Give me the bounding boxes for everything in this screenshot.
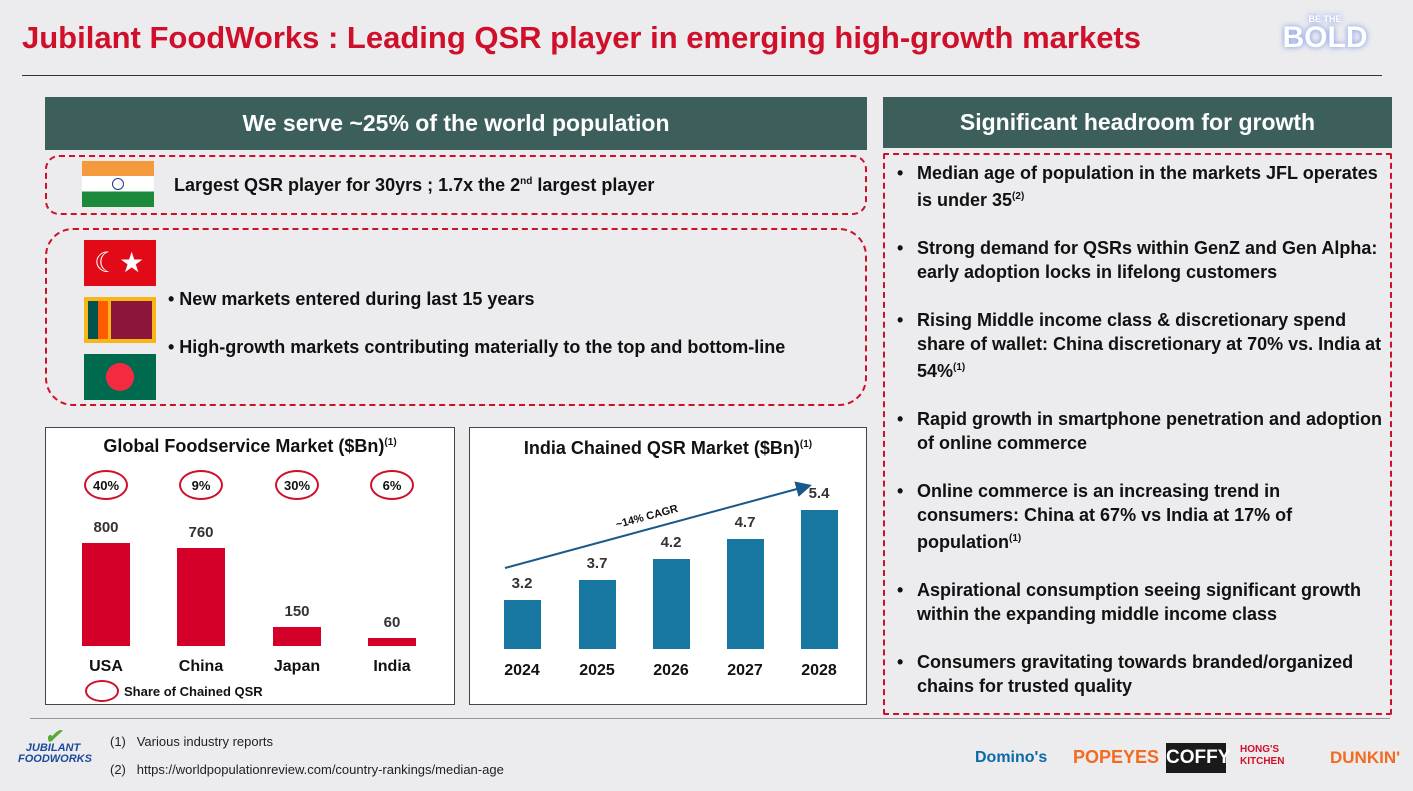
- growth-bullet: Median age of population in the markets …: [887, 161, 1387, 212]
- bar-value-label: 4.7: [734, 513, 756, 531]
- bar-value-label: 760: [188, 524, 214, 542]
- right-section-header: Significant headroom for growth: [883, 97, 1392, 148]
- category-label: USA: [89, 658, 123, 675]
- footer-divider: [30, 718, 1390, 719]
- coffy-logo: COFFY: [1166, 743, 1230, 773]
- growth-bullet: Consumers gravitating towards branded/or…: [887, 650, 1387, 698]
- growth-box: [883, 153, 1392, 715]
- share-badge: 40%: [84, 470, 128, 500]
- footnote-2: (2) https://worldpopulationreview.com/co…: [110, 762, 504, 777]
- bar-value-label: 150: [284, 602, 310, 620]
- chart-bar: [726, 538, 764, 649]
- india-box: [45, 155, 867, 215]
- share-badge: 9%: [179, 470, 223, 500]
- bar-value-label: 3.7: [586, 554, 608, 572]
- chart-bar: [177, 548, 225, 646]
- india-flag-icon: [82, 161, 154, 207]
- category-label: 2027: [727, 662, 763, 679]
- share-badge: 30%: [275, 470, 319, 500]
- category-label: India: [373, 658, 411, 675]
- hongs-kitchen-logo: HONG'S KITCHEN: [1240, 744, 1285, 767]
- bar-value-label: 60: [383, 614, 401, 632]
- chart-bar: [800, 510, 838, 649]
- category-label: Japan: [273, 658, 321, 675]
- chart-bar: [652, 559, 690, 649]
- bar-value-label: 3.2: [511, 574, 533, 592]
- bangladesh-flag-icon: [84, 354, 156, 400]
- turkey-flag-icon: ☾★: [84, 240, 156, 286]
- chart-bar: [273, 626, 321, 646]
- bar-value-label: 800: [93, 519, 119, 536]
- sri-lanka-flag-icon: [84, 297, 156, 343]
- growth-bullet: Aspirational consumption seeing signific…: [887, 578, 1387, 626]
- chart-legend: Share of Chained QSR: [124, 684, 263, 699]
- footnote-1: (1) Various industry reports: [110, 734, 274, 749]
- dunkin-logo: DUNKIN': [1330, 748, 1401, 767]
- india-qsr-chart: India Chained QSR Market ($Bn)(1) ~14% C…: [469, 427, 867, 705]
- page-title: Jubilant FoodWorks : Leading QSR player …: [22, 20, 1141, 55]
- chart-bar: [578, 579, 616, 649]
- chart-bar: [368, 638, 416, 646]
- bar-value-label: 5.4: [808, 485, 830, 502]
- dominos-logo: Domino's: [975, 749, 1048, 766]
- be-the-bold-logo: BE THE BOLD: [1282, 14, 1368, 54]
- chart-bar: [82, 543, 130, 646]
- growth-bullet: Rapid growth in smartphone penetration a…: [887, 407, 1387, 455]
- new-markets-box: [45, 228, 867, 406]
- bar-value-label: 4.2: [660, 534, 682, 552]
- left-section-header: We serve ~25% of the world population: [45, 97, 867, 150]
- title-divider: [22, 75, 1382, 76]
- chart-bar: [503, 599, 541, 649]
- category-label: 2024: [504, 662, 540, 679]
- category-label: 2026: [653, 662, 689, 679]
- growth-bullet: Online commerce is an increasing trend i…: [887, 479, 1387, 554]
- india-statement: Largest QSR player for 30yrs ; 1.7x the …: [174, 175, 655, 195]
- category-label: 2028: [801, 662, 837, 679]
- global-foodservice-chart: Global Foodservice Market ($Bn)(1) 800 US…: [45, 427, 455, 705]
- cagr-arrow: [504, 481, 812, 569]
- popeyes-logo: POPEYES: [1073, 747, 1160, 767]
- category-label: 2025: [579, 662, 615, 679]
- legend-oval-icon: [85, 680, 119, 702]
- growth-bullet: Rising Middle income class & discretiona…: [887, 308, 1387, 383]
- new-markets-bullets: • New markets entered during last 15 yea…: [168, 289, 786, 357]
- category-label: China: [178, 658, 224, 675]
- chart-title: India Chained QSR Market ($Bn)(1): [523, 438, 813, 458]
- growth-bullets: Median age of population in the markets …: [887, 161, 1387, 722]
- share-badge: 6%: [370, 470, 414, 500]
- growth-bullet: Strong demand for QSRs within GenZ and G…: [887, 236, 1387, 284]
- chart-title: Global Foodservice Market ($Bn)(1): [103, 436, 397, 456]
- jubilant-logo: ✔ JUBILANT FOODWORKS: [18, 726, 92, 765]
